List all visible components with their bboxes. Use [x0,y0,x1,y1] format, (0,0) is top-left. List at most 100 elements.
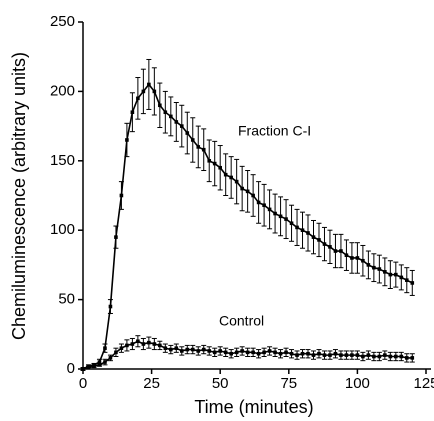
data-point [201,147,206,152]
data-point [306,351,310,356]
data-point [394,272,398,277]
data-point [388,354,393,359]
data-point [207,349,212,353]
data-point [399,354,404,359]
data-point [404,278,409,282]
data-point [97,360,102,364]
data-point [103,360,107,364]
series-label: Fraction C-I [238,123,311,139]
series-label: Control [219,313,264,329]
data-point [339,249,343,253]
y-tick-label: 250 [50,13,75,30]
data-point [163,346,168,350]
data-point [300,351,305,356]
data-point [333,249,338,253]
data-point [383,270,387,274]
data-point [130,342,135,346]
data-point [218,165,222,170]
data-point [355,353,360,357]
y-tick-label: 50 [58,291,75,308]
data-point [372,354,376,359]
data-point [223,350,228,355]
data-point [300,228,305,232]
data-point [350,353,354,357]
data-point [174,346,179,350]
data-point [119,346,124,350]
x-tick-label: 50 [212,375,229,392]
data-point [234,350,239,355]
data-point [229,175,233,180]
y-axis-label: Chemiluminescence (arbitrary units) [9,52,29,340]
y-tick-label: 150 [50,152,75,169]
data-point [377,354,382,359]
x-tick-label: 75 [280,375,297,392]
data-point [289,221,294,226]
data-point [158,343,162,348]
data-point [223,172,228,177]
data-point [311,353,316,357]
data-point [108,356,113,360]
data-point [136,96,140,101]
data-point [125,138,129,142]
data-point [81,367,85,371]
data-point [163,110,168,115]
data-point [328,245,332,249]
data-point [278,351,283,356]
data-point [190,138,195,142]
data-point [289,351,294,356]
data-point [245,350,250,355]
data-point [147,82,151,87]
data-point [130,110,135,115]
data-point [366,263,371,267]
data-point [284,350,288,355]
data-point [103,346,107,350]
data-point [262,350,266,355]
data-point [86,365,91,370]
data-point [229,351,233,356]
y-tick-label: 200 [50,82,75,99]
data-point [361,354,365,359]
data-point [399,275,404,280]
data-point [201,347,206,352]
data-point [295,225,299,230]
data-point [174,120,179,124]
data-point [240,349,244,353]
data-point [234,179,239,184]
data-point [267,349,272,353]
data-point [196,145,201,149]
data-point [97,363,102,367]
data-point [284,217,288,221]
data-point [169,347,173,352]
data-point [92,364,96,369]
data-point [278,214,283,219]
data-point [169,114,173,119]
data-point [152,89,157,94]
data-point [196,349,201,353]
data-point [147,340,151,345]
data-point [212,161,217,166]
x-tick-label: 125 [413,375,434,392]
data-point [333,351,338,356]
data-point [207,159,212,163]
data-point [366,353,371,357]
data-point [394,354,398,359]
y-tick-label: 100 [50,221,75,238]
data-point [141,89,146,94]
x-tick-label: 100 [345,375,370,392]
data-point [322,353,327,357]
data-point [114,350,118,355]
data-point [344,253,349,257]
data-point [158,103,162,108]
data-point [190,347,195,352]
data-point [377,267,382,271]
data-point [311,235,316,239]
data-point [179,349,184,353]
data-point [273,350,277,355]
data-point [185,131,190,135]
x-tick-label: 25 [143,375,160,392]
data-point [410,281,415,285]
data-point [317,238,321,242]
data-point [404,356,409,360]
data-point [361,258,365,263]
